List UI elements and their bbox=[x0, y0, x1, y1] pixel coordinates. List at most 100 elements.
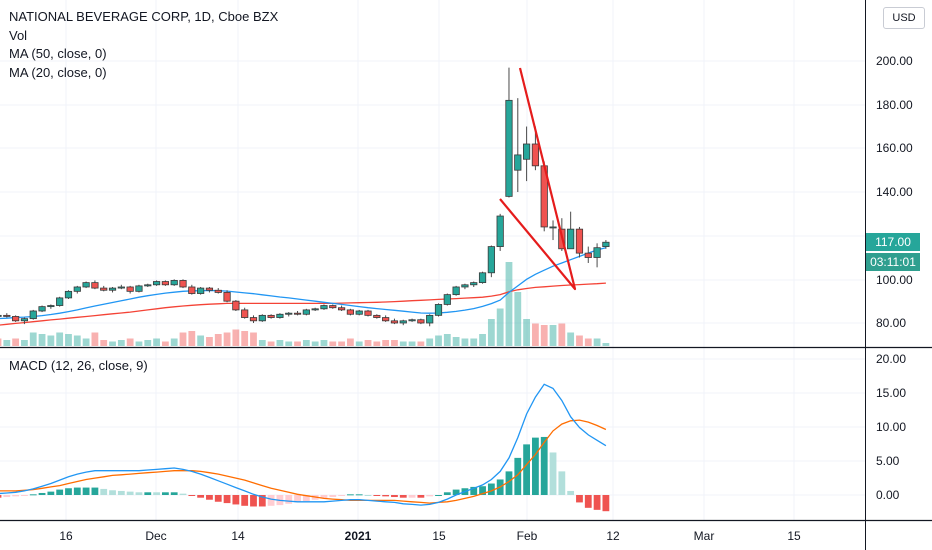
volume-bar bbox=[153, 338, 160, 346]
volume-bar bbox=[479, 334, 486, 346]
candle-up bbox=[20, 318, 29, 322]
macd-histogram-bar bbox=[12, 495, 20, 497]
macd-histogram-bar bbox=[38, 492, 46, 495]
symbol-title[interactable]: NATIONAL BEVERAGE CORP, 1D, Cboe BZX bbox=[9, 9, 279, 24]
ma50-legend[interactable]: MA (50, close, 0) bbox=[9, 46, 107, 61]
volume-bar bbox=[161, 341, 169, 346]
volume-bar bbox=[382, 340, 390, 346]
candle-up bbox=[311, 308, 319, 311]
macd-histogram-bar bbox=[487, 483, 495, 495]
volume-bar bbox=[179, 332, 187, 346]
time-tick-label: 12 bbox=[606, 529, 620, 543]
volume-bar bbox=[47, 335, 55, 346]
macd-tick-label: 20.00 bbox=[876, 352, 906, 366]
candle-up bbox=[152, 281, 161, 286]
macd-histogram-bar bbox=[576, 495, 583, 503]
candle-down bbox=[91, 282, 99, 289]
volume-bar bbox=[549, 325, 557, 346]
volume-bar bbox=[285, 341, 293, 346]
macd-histogram-bar bbox=[320, 495, 328, 499]
candle-up bbox=[593, 247, 601, 258]
signal-line bbox=[0, 419, 607, 504]
macd-histogram-bar bbox=[29, 494, 37, 496]
macd-histogram-bar bbox=[302, 495, 310, 502]
macd-histogram-bar bbox=[514, 457, 522, 495]
volume-bar bbox=[496, 308, 504, 346]
macd-histogram-bar bbox=[470, 486, 478, 495]
volume-bar bbox=[170, 338, 178, 346]
macd-histogram-bar bbox=[91, 487, 99, 495]
macd-histogram-bar bbox=[126, 491, 134, 495]
volume-bar bbox=[241, 331, 249, 346]
main-legend: NATIONAL BEVERAGE CORP, 1D, Cboe BZX Vol… bbox=[9, 8, 278, 82]
volume-bar bbox=[56, 332, 64, 346]
macd-histogram-bar bbox=[347, 494, 354, 496]
candle-up bbox=[302, 309, 310, 315]
candle-up bbox=[0, 314, 2, 317]
volume-bar bbox=[532, 323, 539, 346]
macd-tick-label: 10.00 bbox=[876, 420, 906, 434]
volume-bar bbox=[144, 340, 152, 346]
macd-histogram-bar bbox=[170, 492, 178, 495]
candle-up bbox=[73, 286, 81, 292]
macd-histogram-bar bbox=[153, 492, 160, 495]
candle-down bbox=[575, 228, 584, 254]
volume-bar bbox=[258, 340, 266, 346]
candle-up bbox=[135, 285, 143, 292]
volume-bar bbox=[320, 340, 328, 346]
macd-histogram-bar bbox=[523, 444, 530, 495]
candle-up bbox=[108, 287, 117, 291]
macd-histogram-bar bbox=[549, 452, 557, 495]
candle-up bbox=[47, 305, 55, 308]
candle-down bbox=[179, 280, 187, 288]
candle-up bbox=[117, 286, 125, 289]
candle-up bbox=[505, 99, 513, 197]
volume-bar bbox=[0, 338, 2, 346]
candle-up bbox=[452, 286, 460, 296]
macd-histogram-bar bbox=[338, 495, 345, 496]
macd-histogram-bar bbox=[197, 495, 205, 498]
volume-bar bbox=[567, 332, 575, 346]
volume-bar bbox=[65, 334, 72, 346]
macd-histogram-bar bbox=[532, 437, 539, 495]
vol-legend[interactable]: Vol bbox=[9, 27, 28, 43]
volume-bar bbox=[82, 338, 90, 346]
ma20-legend[interactable]: MA (20, close, 0) bbox=[9, 64, 107, 80]
candle-down bbox=[214, 289, 222, 293]
volume-bar bbox=[373, 341, 381, 346]
volume-bar bbox=[576, 335, 583, 346]
candle-up bbox=[258, 314, 266, 322]
candle-down bbox=[205, 287, 214, 291]
candle-up bbox=[408, 319, 416, 322]
candle-down bbox=[531, 143, 540, 167]
volume-bar bbox=[232, 329, 240, 346]
macd-tick-label: 5.00 bbox=[876, 454, 900, 468]
macd-legend[interactable]: MACD (12, 26, close, 9) bbox=[9, 358, 148, 373]
volume-bar bbox=[593, 338, 601, 346]
candle-up bbox=[64, 290, 73, 299]
candle-up bbox=[496, 215, 504, 247]
currency-button[interactable]: USD bbox=[883, 7, 925, 29]
candle-up bbox=[478, 272, 487, 284]
falling-wedge-drawing[interactable] bbox=[499, 67, 577, 291]
volume-bar bbox=[117, 340, 125, 346]
macd-histogram-bar bbox=[21, 495, 28, 496]
volume-bar bbox=[558, 323, 566, 346]
candle-up bbox=[320, 305, 328, 310]
volume-bar bbox=[364, 340, 372, 346]
volume-bar bbox=[347, 338, 354, 346]
macd-histogram-bar bbox=[505, 471, 513, 495]
macd-histogram-bar bbox=[109, 490, 116, 495]
grid-lines bbox=[0, 0, 865, 520]
volume-bar bbox=[391, 340, 398, 346]
volume-bar bbox=[135, 341, 143, 346]
candle-down bbox=[293, 312, 302, 315]
volume-bar bbox=[29, 332, 37, 346]
price-tick-label: 80.00 bbox=[876, 316, 906, 330]
macd-histogram-bar bbox=[100, 488, 108, 495]
macd-histogram-bar bbox=[391, 495, 398, 498]
macd-histogram-bar bbox=[567, 490, 575, 495]
macd-histogram-bar bbox=[540, 436, 548, 495]
